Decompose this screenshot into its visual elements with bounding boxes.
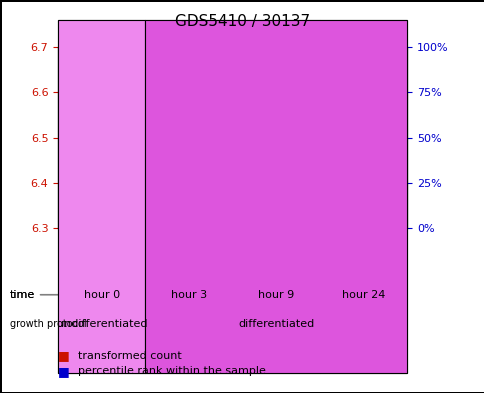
Point	[294, 143, 302, 150]
Bar	[116, 54, 131, 228]
Point	[120, 134, 127, 141]
Bar	[145, 228, 189, 281]
Bar	[290, 189, 305, 228]
Text: transformed count: transformed count	[77, 351, 181, 361]
Bar	[189, 228, 232, 281]
Text: ■: ■	[58, 365, 70, 378]
Bar	[203, 226, 218, 228]
Bar	[319, 228, 363, 281]
Bar	[232, 47, 276, 228]
Text: GSM1322678: GSM1322678	[76, 229, 84, 290]
Point	[163, 141, 171, 148]
Bar	[159, 160, 175, 228]
Text: GSM1322685: GSM1322685	[380, 229, 389, 290]
Text: time: time	[10, 290, 65, 300]
Text: hour 24: hour 24	[341, 290, 385, 300]
Bar	[102, 228, 145, 281]
Point	[337, 140, 345, 146]
Text: growth protocol: growth protocol	[10, 319, 86, 329]
Point	[76, 141, 84, 148]
Bar	[363, 228, 407, 281]
Point	[381, 145, 389, 152]
Bar	[72, 151, 88, 228]
Bar	[246, 133, 262, 228]
Text: hour 0: hour 0	[84, 290, 120, 300]
Bar	[276, 47, 319, 228]
Bar	[363, 47, 407, 228]
Text: GSM1322684: GSM1322684	[337, 229, 346, 289]
Bar	[276, 228, 319, 281]
Point	[250, 138, 258, 144]
Text: GDS5410 / 30137: GDS5410 / 30137	[175, 14, 309, 29]
Bar	[145, 47, 189, 228]
Text: ■: ■	[58, 349, 70, 362]
Point	[207, 147, 214, 153]
Text: GSM1322683: GSM1322683	[293, 229, 302, 290]
Bar	[58, 228, 102, 281]
Bar	[377, 219, 393, 228]
Text: percentile rank within the sample: percentile rank within the sample	[77, 366, 265, 376]
Text: GSM1322680: GSM1322680	[163, 229, 171, 290]
Bar	[58, 47, 102, 228]
Text: hour 9: hour 9	[258, 290, 294, 300]
Bar	[189, 47, 232, 228]
Text: time: time	[10, 290, 35, 300]
Text: undifferentiated: undifferentiated	[57, 319, 147, 329]
Text: hour 3: hour 3	[171, 290, 207, 300]
Bar	[232, 228, 276, 281]
Text: differentiated: differentiated	[238, 319, 314, 329]
Bar	[319, 47, 363, 228]
Bar	[102, 47, 145, 228]
Bar	[333, 140, 349, 228]
Text: GSM1322682: GSM1322682	[250, 229, 258, 289]
Text: GSM1322681: GSM1322681	[206, 229, 215, 290]
Text: GSM1322679: GSM1322679	[119, 229, 128, 290]
